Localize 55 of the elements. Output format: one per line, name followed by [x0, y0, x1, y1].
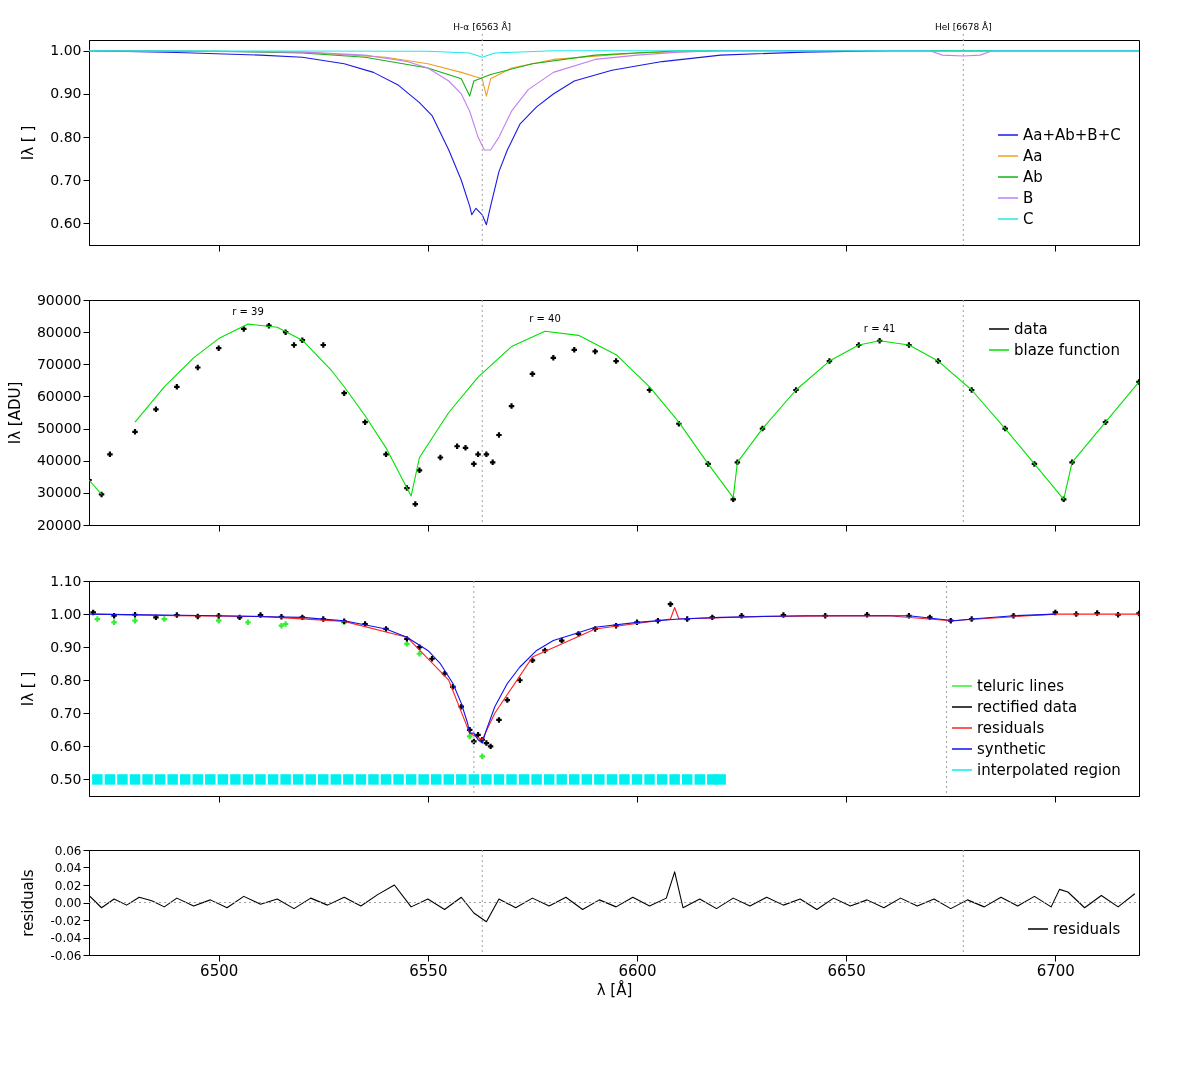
y-tick-label: 0.80 — [50, 671, 82, 688]
legend-label: synthetic — [977, 740, 1047, 758]
y-tick-label: 0.60 — [50, 737, 82, 754]
x-tick-label: 6500 — [200, 961, 239, 980]
y-tick-label: 0.50 — [50, 770, 82, 787]
y-axis-title: Iλ [ ] — [19, 671, 38, 707]
y-tick-label: 0.06 — [54, 843, 82, 858]
legend-label: interpolated region — [977, 761, 1121, 779]
y-tick-label: 0.80 — [50, 128, 82, 145]
x-tick-label: 6550 — [409, 961, 448, 980]
y-tick-label: 70000 — [36, 355, 82, 372]
legend-label: Aa+Ab+B+C — [1023, 126, 1121, 144]
y-tick-label: 90000 — [36, 291, 82, 308]
annotation: r = 40 — [529, 313, 561, 325]
y-axis-title: Iλ [ADU] — [5, 381, 24, 445]
legend-label: residuals — [977, 719, 1045, 737]
y-tick-label: 0.90 — [50, 85, 82, 102]
x-tick-label: 6700 — [1036, 961, 1075, 980]
y-tick-label: 0.60 — [50, 214, 82, 231]
y-tick-label: 0.70 — [50, 171, 82, 188]
y-tick-label: -0.06 — [50, 948, 82, 963]
x-tick-label: 6600 — [618, 961, 657, 980]
y-tick-label: 50000 — [36, 420, 82, 437]
y-tick-label: 0.00 — [54, 896, 82, 910]
legend-label: B — [1023, 189, 1034, 207]
legend-label: C — [1023, 210, 1034, 228]
y-tick-label: 40000 — [36, 452, 82, 469]
y-tick-label: 0.04 — [54, 861, 82, 875]
x-axis-title: λ [Å] — [596, 979, 633, 999]
y-axis-title: Iλ [ ] — [19, 125, 38, 161]
y-tick-label: -0.02 — [50, 913, 82, 928]
y-tick-label: 20000 — [36, 516, 82, 533]
legend-label: blaze function — [1014, 341, 1121, 359]
y-tick-label: 60000 — [36, 387, 82, 404]
legend-label: teluric lines — [977, 677, 1065, 695]
y-tick-label: 1.00 — [50, 605, 82, 622]
legend-label: rectified data — [977, 698, 1078, 716]
x-tick-label: 6650 — [827, 961, 866, 980]
legend-label: Ab — [1023, 168, 1043, 186]
legend-label: data — [1014, 320, 1048, 338]
y-tick-label: -0.04 — [50, 931, 82, 945]
ref-line-label: HeI [6678 Å] — [934, 21, 992, 32]
y-axis-title: residuals — [19, 869, 38, 937]
y-tick-label: 0.02 — [54, 878, 82, 893]
y-tick-label: 0.90 — [50, 638, 82, 655]
ref-line-label: H-α [6563 Å] — [453, 21, 512, 32]
annotation: r = 39 — [232, 306, 264, 318]
y-tick-label: 80000 — [36, 323, 82, 340]
y-tick-label: 1.10 — [50, 572, 82, 589]
annotation: r = 41 — [863, 322, 896, 334]
y-tick-label: 1.00 — [50, 42, 82, 59]
legend-label: Aa — [1023, 147, 1043, 165]
legend-label: residuals — [1053, 920, 1121, 938]
y-tick-label: 30000 — [36, 484, 82, 501]
y-tick-label: 0.70 — [50, 704, 82, 721]
